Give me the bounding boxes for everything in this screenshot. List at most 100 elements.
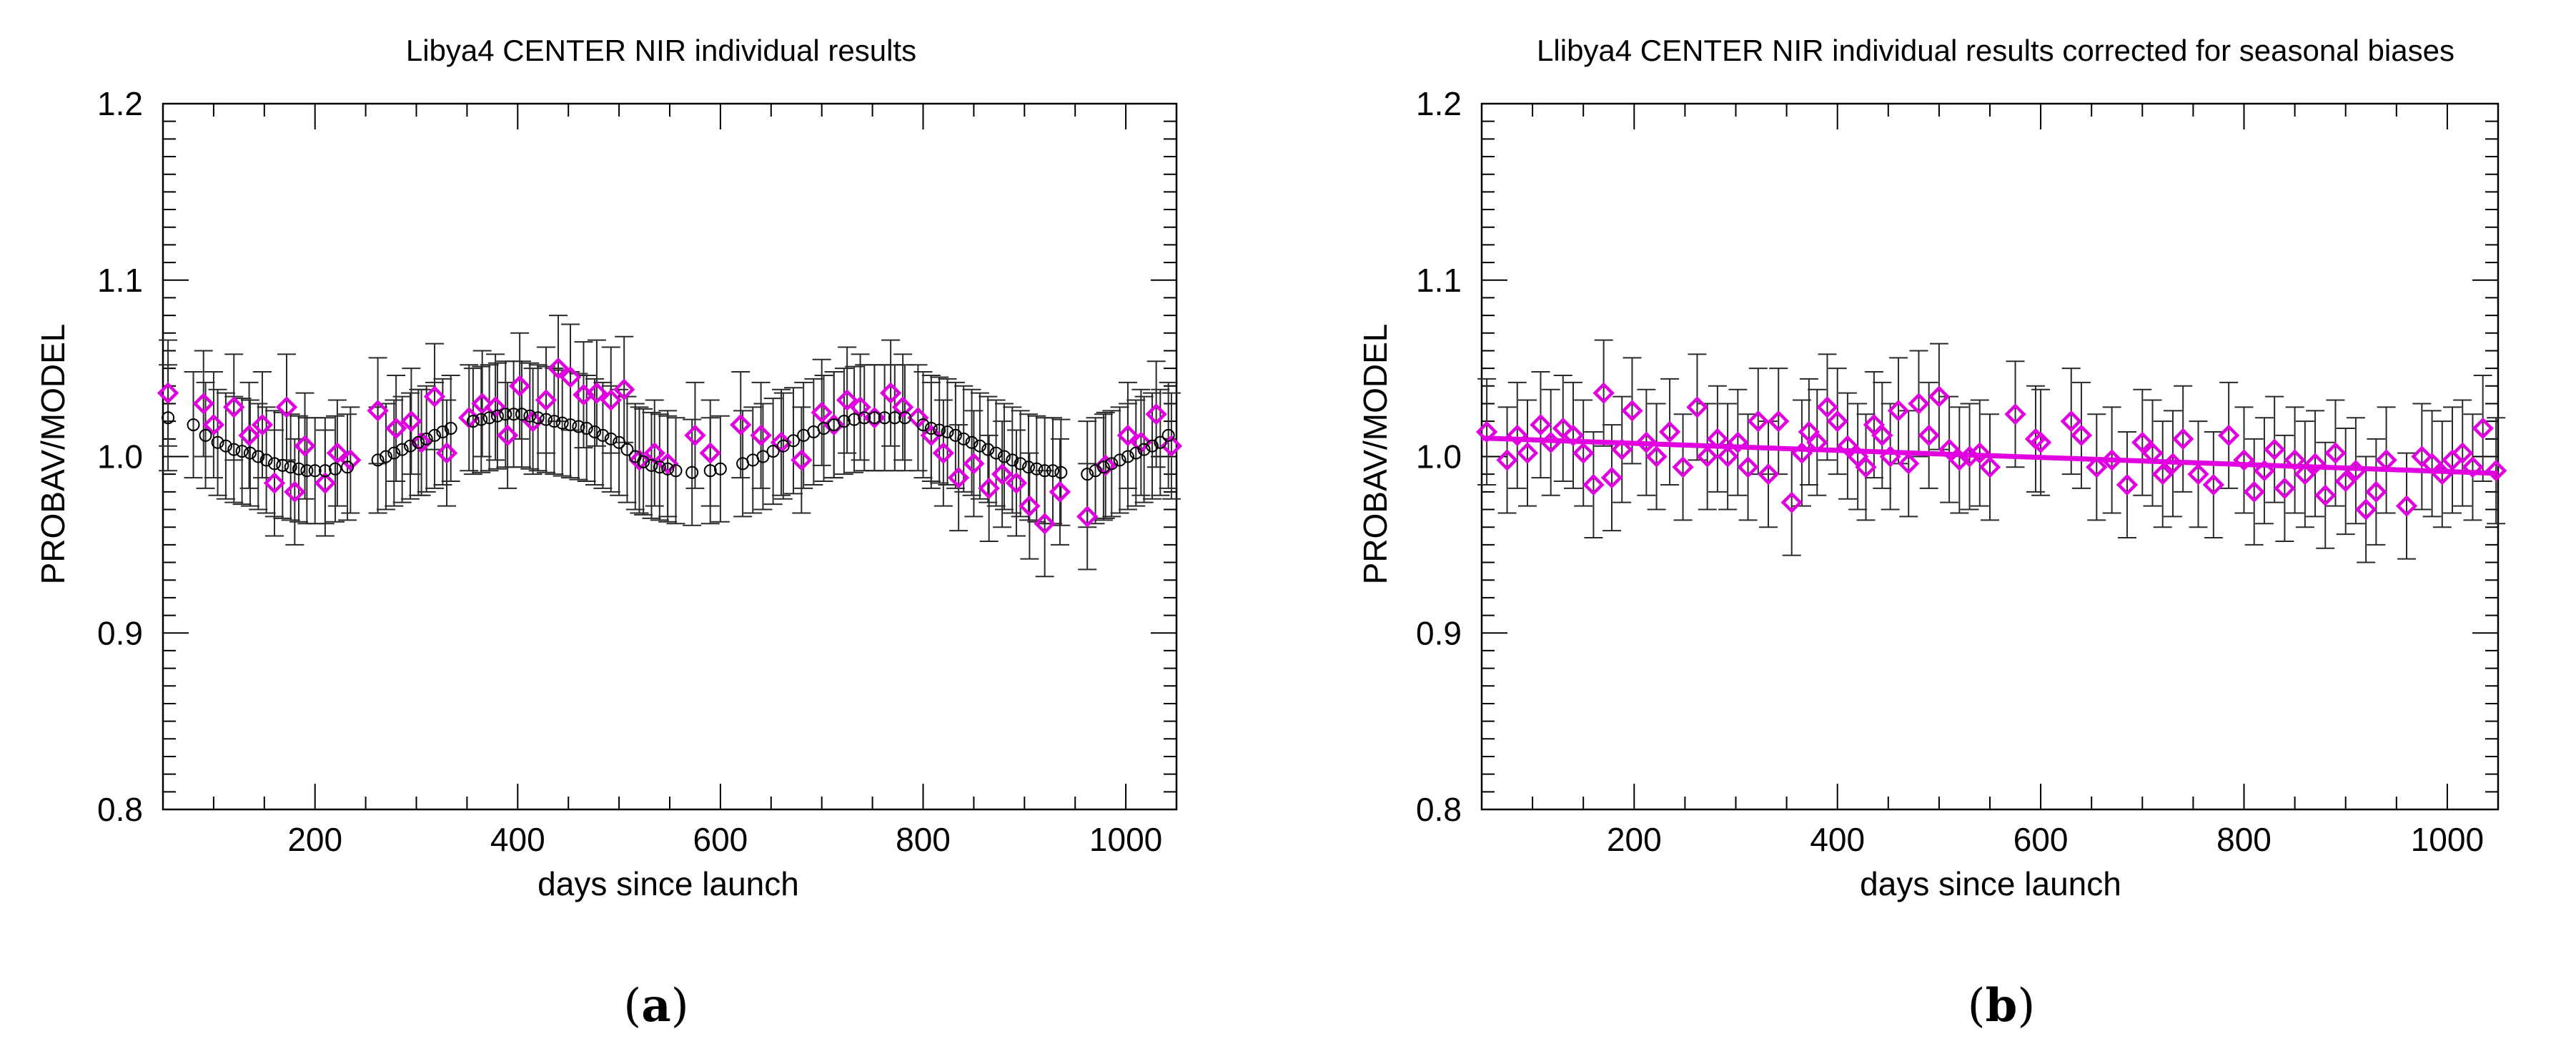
data-point xyxy=(1621,400,1643,422)
model-point xyxy=(1054,466,1068,479)
model-point xyxy=(1105,457,1119,471)
model-point xyxy=(1006,453,1019,467)
error-bar xyxy=(1006,429,1026,537)
error-bar xyxy=(289,415,309,523)
error-bar xyxy=(2087,413,2106,521)
model-point xyxy=(973,439,986,453)
error-bar xyxy=(2071,381,2091,489)
error-bar xyxy=(2204,430,2223,539)
error-bar xyxy=(2432,420,2452,528)
error-bar xyxy=(763,398,783,506)
model-point xyxy=(284,460,297,474)
error-bar xyxy=(1660,378,1680,486)
model-point xyxy=(187,418,200,432)
data-point xyxy=(932,442,955,464)
model-point xyxy=(613,435,626,449)
error-bar xyxy=(2336,428,2355,536)
x-tick-label: 200 xyxy=(287,821,342,858)
model-point xyxy=(1121,450,1134,463)
data-point xyxy=(314,472,337,494)
model-point xyxy=(924,422,938,435)
model-point xyxy=(898,411,911,425)
error-bar xyxy=(1673,413,1693,521)
error-bar xyxy=(2295,420,2314,528)
data-point xyxy=(1145,403,1167,425)
model-point xyxy=(661,462,675,476)
error-bar xyxy=(1110,406,1129,514)
model-point xyxy=(507,408,520,421)
y-tick-label: 0.9 xyxy=(1416,614,1462,651)
data-point xyxy=(2004,403,2026,425)
data-point xyxy=(2131,431,2154,453)
model-point xyxy=(300,464,314,478)
panel-label-a: (a) xyxy=(623,979,688,1033)
error-bar xyxy=(979,434,999,542)
model-point xyxy=(685,466,699,479)
error-bar xyxy=(1151,388,1170,496)
error-bar xyxy=(792,406,811,514)
data-point xyxy=(559,366,582,388)
error-bar xyxy=(2174,385,2193,493)
data-point xyxy=(1826,410,1848,433)
data-point xyxy=(2187,463,2209,486)
data-point xyxy=(2070,424,2093,447)
error-bar xyxy=(1131,388,1151,496)
error-bar xyxy=(2265,395,2284,503)
error-bar xyxy=(216,392,235,500)
model-point xyxy=(292,462,306,476)
data-point xyxy=(1696,445,1718,468)
error-bar xyxy=(804,378,823,486)
model-point xyxy=(531,411,545,425)
error-bar xyxy=(2443,406,2462,514)
error-bar xyxy=(2306,410,2325,518)
x-tick-label: 1000 xyxy=(1089,821,1162,858)
data-point xyxy=(192,393,214,415)
error-bar xyxy=(685,381,705,489)
error-bar xyxy=(913,371,933,479)
error-bar xyxy=(1126,399,1146,507)
error-bar xyxy=(731,371,750,479)
y-tick-label: 1.0 xyxy=(97,438,143,476)
data-point xyxy=(2060,410,2082,433)
model-point xyxy=(540,413,553,426)
error-bar xyxy=(962,388,981,496)
model-point xyxy=(420,432,433,445)
error-bar xyxy=(1613,395,1632,503)
model-point xyxy=(341,460,355,474)
data-point xyxy=(284,481,306,503)
model-point xyxy=(199,428,212,442)
data-point xyxy=(1768,410,1790,433)
data-point xyxy=(2217,424,2240,447)
data-point xyxy=(1716,445,1739,468)
model-point xyxy=(329,462,342,476)
data-point xyxy=(1552,417,1574,440)
error-bar xyxy=(281,413,300,521)
error-bar xyxy=(1574,399,1593,507)
model-point xyxy=(444,422,457,435)
error-bar xyxy=(1050,438,1069,546)
data-point xyxy=(991,463,1014,486)
error-bar xyxy=(773,392,793,500)
error-bar xyxy=(2153,420,2172,528)
x-axis-label-a: days since launch xyxy=(538,865,799,902)
data-point xyxy=(2472,417,2494,440)
data-point xyxy=(202,413,225,436)
plot-area-a: 0.8 0.9 1.0 1.1 1.2 200 400 600 800 1000 xyxy=(97,85,1183,858)
error-bar xyxy=(1708,385,1727,493)
model-point xyxy=(1096,460,1110,474)
model-point xyxy=(436,425,450,438)
model-point xyxy=(548,415,561,428)
error-bar xyxy=(1118,403,1137,511)
error-bar xyxy=(1623,357,1642,465)
data-point xyxy=(1836,435,1859,457)
error-bar xyxy=(2473,374,2492,483)
model-point xyxy=(564,418,578,432)
error-bar xyxy=(2453,399,2472,507)
data-point xyxy=(2151,463,2174,486)
x-tick-label: 1000 xyxy=(2411,821,2484,858)
error-bar xyxy=(2285,406,2304,514)
data-point xyxy=(223,396,245,418)
error-bar xyxy=(970,392,989,500)
error-bar xyxy=(771,388,791,496)
error-bar xyxy=(783,387,803,495)
